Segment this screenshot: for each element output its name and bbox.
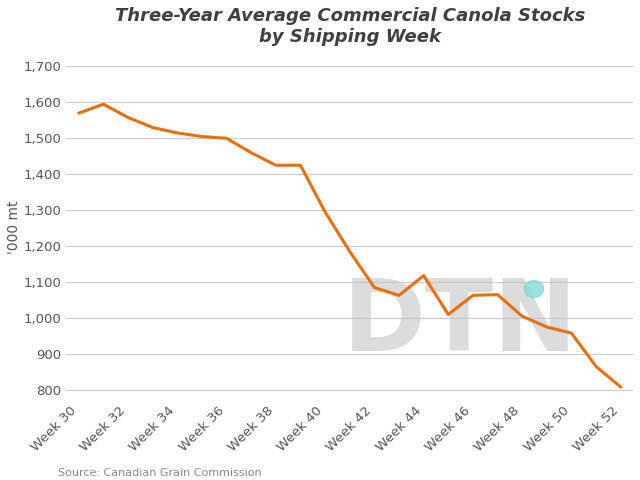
Text: DTN: DTN [343, 275, 578, 372]
Ellipse shape [524, 281, 543, 298]
Y-axis label: '000 mt: '000 mt [7, 201, 21, 254]
Text: Source: Canadian Grain Commission: Source: Canadian Grain Commission [58, 468, 261, 478]
Title: Three-Year Average Commercial Canola Stocks
by Shipping Week: Three-Year Average Commercial Canola Sto… [115, 7, 585, 46]
